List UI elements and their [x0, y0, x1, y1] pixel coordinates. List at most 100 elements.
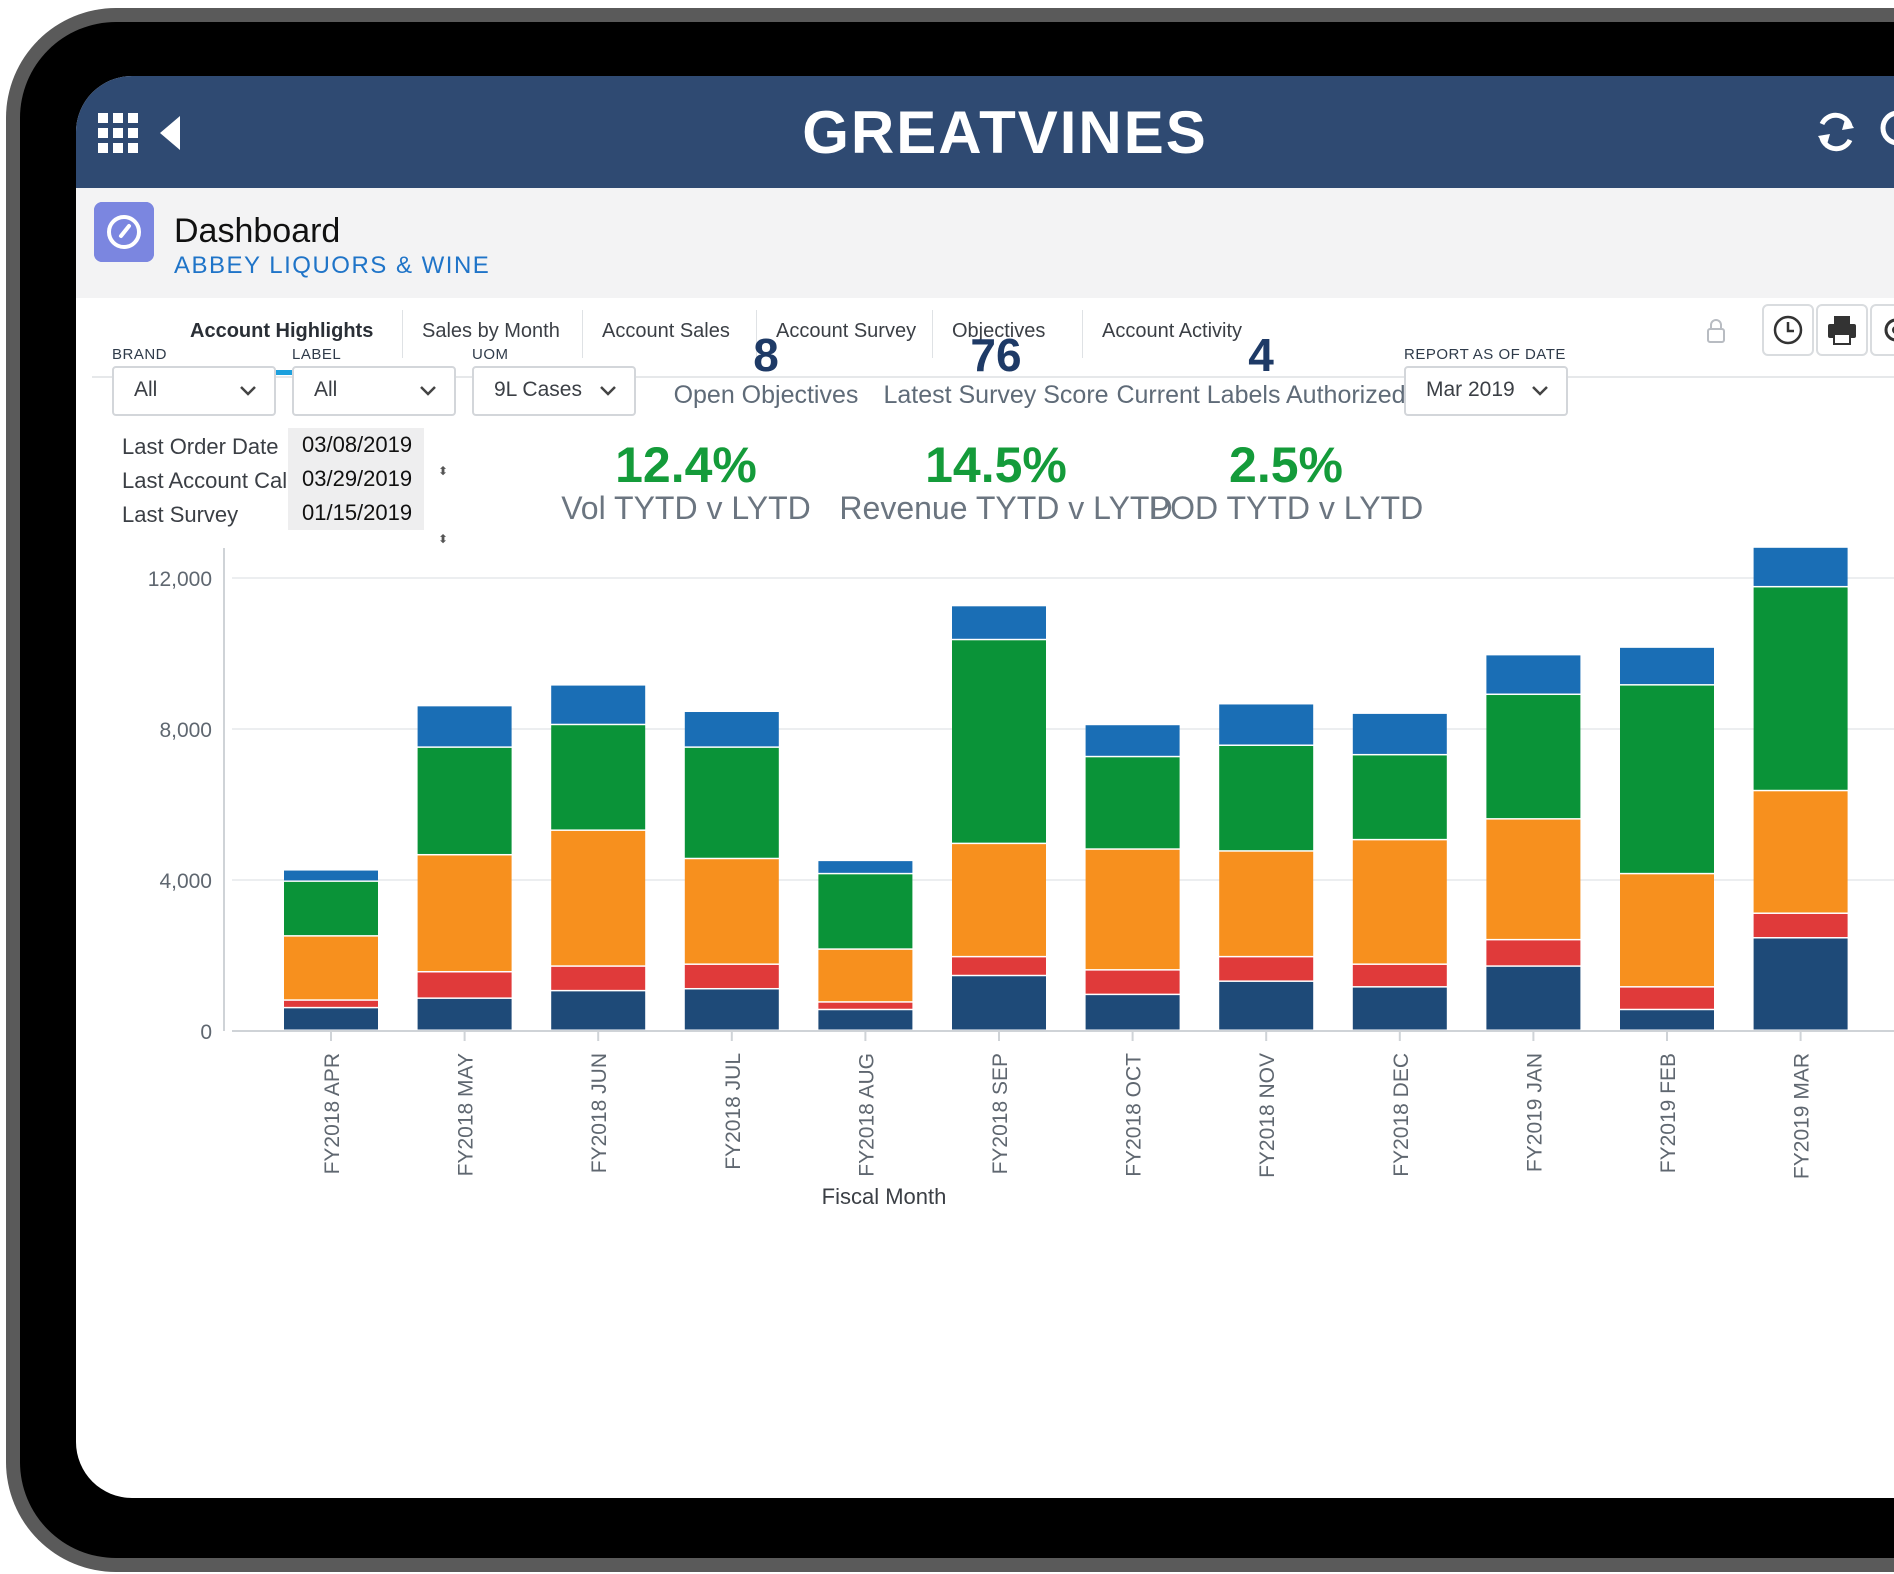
last-survey-label: Last Survey [122, 502, 239, 527]
x-tick-label: FY2019 FEB [1657, 1053, 1680, 1173]
sales-by-month-chart: 0 4,000 8,000 12,000 FY2018 APR FY2018 MAY FY2… [148, 547, 1894, 1209]
account-name-link[interactable]: ABBEY LIQUORS & WINE [174, 252, 491, 279]
sort-toggle[interactable]: ⬍ [438, 532, 449, 546]
page-title: Dashboard [174, 212, 341, 250]
bar-segment [1085, 995, 1180, 1030]
bar-segment [1219, 745, 1314, 851]
bar-segment [1620, 987, 1714, 1009]
y-tick-label: 8,000 [159, 719, 212, 742]
bar-segment [284, 1008, 378, 1030]
bar-segment [818, 949, 913, 1002]
search-icon[interactable] [1876, 106, 1894, 156]
tab-account-highlights[interactable]: Account Highlights [190, 320, 374, 342]
tab-account-activity[interactable]: Account Activity [1102, 320, 1243, 342]
clock-icon [1773, 315, 1803, 345]
bar-segment [1352, 987, 1447, 1030]
bar-segment [284, 881, 378, 936]
bar-segment [1753, 587, 1848, 790]
bar-segment [284, 1000, 378, 1007]
bar-segment [417, 855, 512, 971]
top-bar: GREATVINES [76, 76, 1894, 188]
bar-segment [952, 640, 1046, 843]
bar-segment [1620, 874, 1714, 987]
lock-icon [1707, 319, 1725, 343]
bar-segment [818, 1002, 913, 1009]
bar-segment [1219, 851, 1314, 956]
bar-segment [684, 989, 779, 1030]
y-tick-label: 0 [200, 1021, 212, 1044]
brand-select-value: All [134, 378, 158, 401]
brand-filter-label: BRAND [112, 346, 168, 363]
back-arrow-icon[interactable] [156, 114, 186, 152]
bar-segment [417, 972, 512, 998]
tab-objectives[interactable]: Objectives [952, 320, 1046, 342]
y-tick-label: 12,000 [148, 568, 212, 591]
bar-segment [684, 964, 779, 988]
survey-score-value: 76 [970, 329, 1022, 381]
uom-select[interactable]: 9L Cases [472, 366, 636, 416]
bar-segment [417, 706, 512, 747]
bar-segment [417, 998, 512, 1030]
x-axis-title: Fiscal Month [822, 1184, 947, 1209]
revenue-growth-value: 14.5% [925, 437, 1067, 493]
bar-segment [952, 606, 1046, 639]
sort-toggle[interactable]: ⬍ [438, 464, 449, 478]
x-tick-label: FY2018 JUL [722, 1053, 745, 1170]
x-tick-label: FY2019 JAN [1523, 1053, 1546, 1172]
survey-score-label: Latest Survey Score [883, 381, 1109, 409]
label-select[interactable]: All [292, 366, 456, 416]
bar-segment [952, 957, 1046, 975]
brand-select[interactable]: All [112, 366, 276, 416]
bar-segment [551, 966, 646, 990]
bar-segment [1620, 685, 1714, 873]
bar-segment [1620, 647, 1714, 685]
tab-divider [756, 310, 757, 358]
last-order-date-label: Last Order Date [122, 434, 279, 459]
bar-segment [1352, 964, 1447, 987]
bar-segment [551, 685, 646, 724]
x-tick-label: FY2018 OCT [1123, 1053, 1146, 1177]
tab-divider [402, 310, 403, 358]
last-survey-value: 01/15/2019 [288, 496, 424, 530]
pod-growth-label: POD TYTD v LYTD [1148, 490, 1424, 526]
bar-segment [818, 1010, 913, 1030]
settings-button[interactable] [1870, 304, 1894, 356]
history-button[interactable] [1762, 304, 1814, 356]
bar-segment [1753, 938, 1848, 1030]
chevron-down-icon [600, 386, 616, 396]
print-icon [1828, 316, 1856, 345]
print-button[interactable] [1816, 304, 1868, 356]
page-header: Dashboard ABBEY LIQUORS & WINE [76, 188, 1894, 298]
bar-segment [818, 861, 913, 873]
bar-segment [1219, 957, 1314, 981]
x-tick-label: FY2018 APR [321, 1053, 344, 1174]
y-tick-label: 4,000 [159, 870, 212, 893]
bar-segment [952, 844, 1046, 956]
x-tick-label: FY2018 JUN [588, 1053, 611, 1173]
tab-sales-by-month[interactable]: Sales by Month [422, 320, 560, 342]
report-date-value: Mar 2019 [1426, 378, 1515, 401]
app-screen: GREATVINES Dashboard ABBEY LIQUORS & WIN… [76, 76, 1894, 1498]
tab-account-sales[interactable]: Account Sales [602, 320, 730, 342]
bar-segment [1085, 725, 1180, 756]
chevron-down-icon [1532, 386, 1548, 396]
label-select-value: All [314, 378, 338, 401]
bar-segment [1219, 981, 1314, 1030]
bar-segment [1486, 655, 1581, 694]
bar-segment [1219, 704, 1314, 745]
bar-segment [1085, 970, 1180, 994]
last-account-call-label: Last Account Call [122, 468, 292, 493]
report-date-select[interactable]: Mar 2019 [1404, 366, 1568, 416]
tab-account-survey[interactable]: Account Survey [776, 320, 917, 342]
uom-select-value: 9L Cases [494, 378, 582, 401]
bar-segment [1486, 966, 1581, 1030]
refresh-icon[interactable] [1812, 108, 1860, 156]
bar-segment [684, 859, 779, 964]
bar-segment [1486, 819, 1581, 939]
uom-filter-label: UOM [472, 346, 509, 363]
vol-growth-label: Vol TYTD v LYTD [561, 490, 811, 526]
app-grid-icon[interactable] [98, 113, 138, 153]
open-objectives-label: Open Objectives [673, 381, 859, 409]
bar-segment [1620, 1010, 1714, 1030]
bar-segment [284, 936, 378, 1000]
